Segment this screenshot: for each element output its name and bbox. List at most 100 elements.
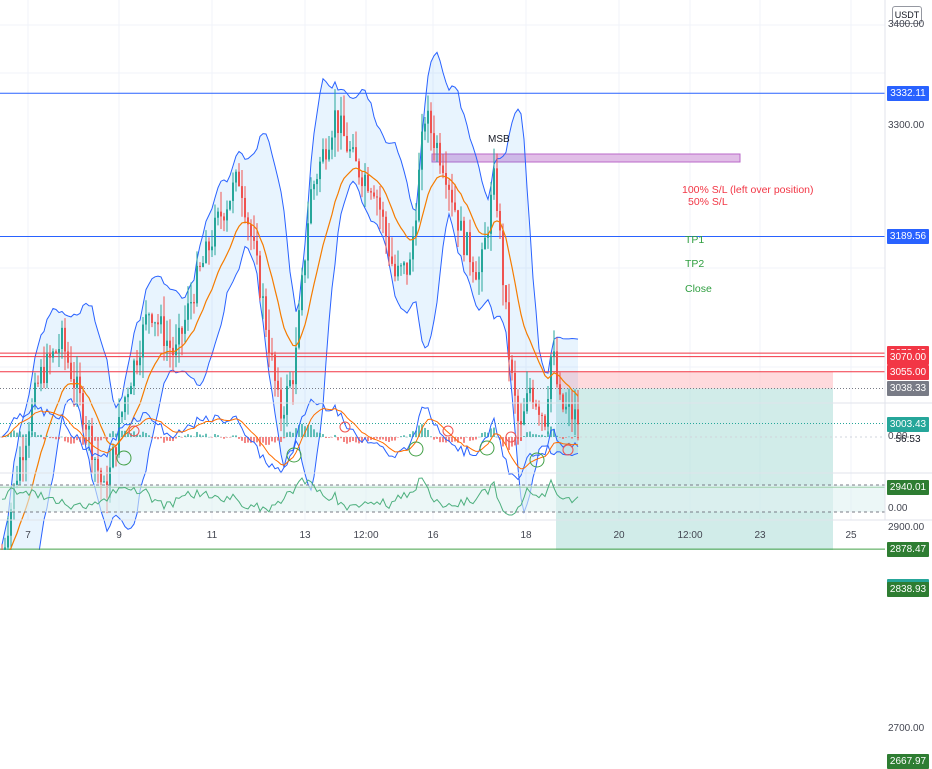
rsi-band: [0, 485, 885, 512]
macd-histogram-bar: [187, 434, 189, 437]
macd-histogram-bar: [154, 437, 156, 439]
macd-pane[interactable]: [0, 398, 885, 481]
macd-histogram-bar: [505, 437, 507, 446]
candle-body: [124, 397, 126, 413]
macd-histogram-bar: [127, 432, 129, 437]
candle-body: [361, 177, 363, 187]
macd-histogram-bar: [118, 429, 120, 437]
candle-body: [331, 137, 333, 150]
candle-body: [307, 223, 309, 261]
macd-cross-marker: [128, 425, 140, 437]
candle-body: [520, 421, 522, 425]
candle-body: [430, 110, 432, 134]
candle-body: [190, 302, 192, 304]
candles[interactable]: [1, 89, 579, 550]
candle-body: [37, 382, 39, 384]
candle-body: [313, 184, 315, 190]
price-label-3332-11: 3332.11: [887, 86, 929, 102]
candle-body: [262, 296, 264, 298]
candle-body: [304, 260, 306, 276]
candle-body: [73, 379, 75, 388]
x-tick-label: 11: [206, 530, 218, 541]
macd-histogram-bar: [208, 436, 210, 438]
rsi-pane[interactable]: [0, 477, 885, 516]
macd-histogram-bar: [547, 431, 549, 437]
candle-body: [451, 189, 453, 203]
macd-histogram-bar: [496, 436, 498, 438]
candle-body: [337, 110, 339, 134]
candle-body: [328, 149, 330, 160]
candle-body: [166, 340, 168, 346]
candle-body: [517, 395, 519, 422]
candle-body: [154, 322, 156, 324]
candle-body: [409, 259, 411, 275]
candle-body: [478, 272, 480, 280]
macd-histogram-bar: [385, 437, 387, 442]
price-label-3055-00: 3055.00: [887, 364, 929, 380]
macd-histogram-bar: [271, 437, 273, 442]
price-chart[interactable]: [0, 0, 932, 550]
candle-body: [562, 394, 564, 410]
macd-histogram-bar: [148, 435, 150, 437]
macd-histogram-bar: [244, 437, 246, 444]
macd-histogram-bar: [352, 437, 354, 442]
candle-body: [295, 347, 297, 385]
candle-body: [412, 236, 414, 260]
candle-body: [40, 366, 42, 384]
macd-histogram-bar: [16, 432, 18, 437]
macd-histogram-bar: [523, 436, 525, 437]
macd-cross-marker: [339, 421, 351, 433]
macd-histogram-bar: [223, 437, 225, 439]
macd-histogram-bar: [406, 436, 408, 438]
candle-body: [271, 353, 273, 355]
candle-body: [100, 470, 102, 483]
macd-histogram-bar: [82, 437, 84, 445]
candle-body: [82, 393, 84, 425]
x-tick-label: 13: [299, 530, 311, 541]
macd-histogram-bar: [400, 436, 402, 437]
macd-histogram-bar: [226, 437, 228, 438]
candle-body: [535, 403, 537, 407]
candle-body: [511, 359, 513, 373]
price-label-3189-56: 3189.56: [887, 229, 929, 245]
macd-histogram-bar: [151, 437, 153, 439]
candle-body: [22, 457, 24, 461]
candle-body: [514, 372, 516, 396]
candle-body: [7, 535, 9, 548]
candle-body: [448, 184, 450, 190]
candle-body: [205, 241, 207, 263]
candle-body: [220, 211, 222, 217]
macd-histogram-bar: [499, 437, 501, 440]
candle-body: [193, 302, 195, 304]
macd-histogram-bar: [25, 434, 27, 437]
candle-body: [370, 191, 372, 193]
bollinger-upper: [1, 51, 579, 545]
candle-body: [139, 357, 141, 366]
macd-histogram-bar: [52, 437, 54, 439]
candle-body: [136, 360, 138, 366]
macd-histogram-bar: [373, 437, 375, 440]
candle-body: [226, 209, 228, 221]
x-tick-label: 9: [116, 530, 122, 541]
candle-body: [46, 353, 48, 384]
macd-histogram-bar: [139, 434, 141, 437]
candle-body: [355, 147, 357, 162]
candle-body: [241, 186, 243, 198]
macd-histogram-bar: [211, 437, 213, 438]
macd-histogram-bar: [22, 434, 24, 437]
currency-unit-badge[interactable]: USDT: [892, 6, 922, 24]
candle-body: [64, 327, 66, 352]
candle-body: [247, 217, 249, 225]
macd-histogram-bar: [355, 437, 357, 443]
y-tick-label: 3400.00: [888, 19, 925, 30]
countdown-label: 56:53: [895, 433, 921, 445]
candle-body: [157, 322, 159, 325]
macd-histogram-bar: [184, 435, 186, 437]
candle-body: [97, 458, 99, 471]
macd-histogram-bar: [37, 435, 39, 437]
candle-body: [565, 406, 567, 410]
price-label-2838-93: 2838.93: [887, 581, 929, 597]
candle-body: [523, 411, 525, 425]
macd-histogram-bar: [424, 427, 426, 437]
